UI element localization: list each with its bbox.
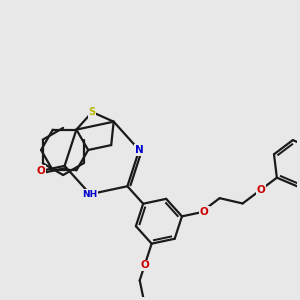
- Text: NH: NH: [82, 190, 98, 199]
- Text: O: O: [140, 260, 149, 270]
- Text: S: S: [88, 107, 96, 117]
- Text: N: N: [135, 145, 143, 155]
- Text: O: O: [200, 207, 209, 217]
- Text: O: O: [37, 166, 45, 176]
- Text: O: O: [256, 185, 265, 195]
